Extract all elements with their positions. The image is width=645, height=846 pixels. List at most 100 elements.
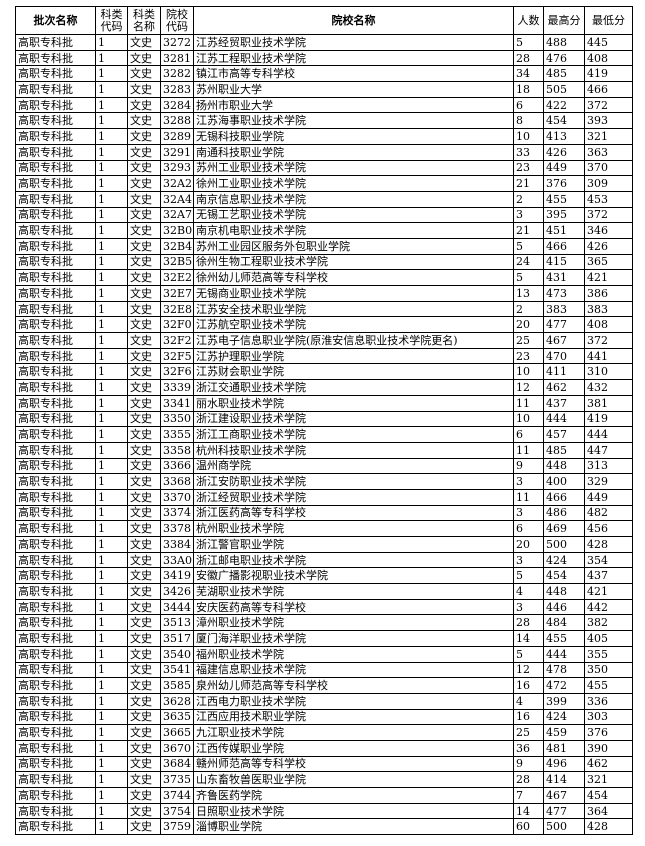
table-row: 高职专科批 1 文史 3291 南通科技职业学院 33 426 363 — [15, 143, 633, 161]
table-cell: 文史 — [127, 175, 161, 192]
table-cell: 高职专科批 — [15, 410, 96, 428]
table-cell: 文史 — [127, 771, 161, 788]
table-cell: 32B5 — [160, 253, 194, 271]
table-row: 高职专科批 1 文史 3281 江苏工程职业技术学院 28 476 408 — [15, 49, 633, 67]
table-cell: 12 — [513, 379, 544, 396]
table-cell: 1 — [95, 583, 128, 600]
table-cell: 高职专科批 — [15, 818, 96, 836]
table-cell: 386 — [584, 285, 633, 302]
table-cell: 1 — [95, 190, 128, 208]
table-cell: 355 — [584, 645, 633, 663]
table-cell: 苏州职业大学 — [193, 81, 514, 98]
table-cell: 泉州幼儿师范高等专科学校 — [193, 677, 514, 694]
table-cell: 25 — [513, 332, 544, 349]
table-cell: 313 — [584, 457, 633, 475]
table-cell: 3684 — [160, 755, 194, 773]
table-cell: 文史 — [127, 332, 161, 349]
table-cell: 高职专科批 — [15, 630, 96, 647]
table-cell: 437 — [584, 567, 633, 585]
table-row: 高职专科批 1 文史 3541 福建信息职业技术学院 12 478 350 — [15, 661, 633, 679]
table-cell: 文史 — [127, 394, 161, 412]
table-cell: 徐州生物工程职业技术学院 — [193, 253, 514, 271]
table-cell: 444 — [543, 410, 585, 428]
table-cell: 高职专科批 — [15, 285, 96, 302]
table-cell: 372 — [584, 332, 633, 349]
table-cell: 1 — [95, 661, 128, 679]
table-cell: 310 — [584, 363, 633, 381]
table-cell: 高职专科批 — [15, 441, 96, 459]
table-row: 高职专科批 1 文史 32A7 无锡工艺职业技术学院 3 395 372 — [15, 206, 633, 224]
table-cell: 文史 — [127, 159, 161, 177]
table-cell: 无锡商业职业技术学院 — [193, 285, 514, 302]
table-cell: 1 — [95, 630, 128, 647]
table-cell: 383 — [543, 300, 585, 318]
header-cell: 院校代码 — [160, 6, 194, 35]
table-row: 高职专科批 1 文史 32B4 苏州工业园区服务外包职业学院 5 466 426 — [15, 237, 633, 255]
table-cell: 453 — [584, 190, 633, 208]
table-cell: 1 — [95, 112, 128, 130]
table-cell: 九江职业技术学院 — [193, 724, 514, 741]
header-row: 批次名称 科类代码 科类名称 院校代码 院校名称 人数 最高分 最低分 — [15, 6, 633, 35]
header-cell: 人数 — [513, 6, 544, 35]
table-cell: 431 — [543, 269, 585, 286]
table-row: 高职专科批 1 文史 32F5 江苏护理职业学院 23 470 441 — [15, 347, 633, 365]
table-cell: 1 — [95, 34, 128, 51]
table-row: 高职专科批 1 文史 32A2 徐州工业职业技术学院 21 376 309 — [15, 175, 633, 192]
table-cell: 高职专科批 — [15, 206, 96, 224]
table-cell: 1 — [95, 363, 128, 381]
table-cell: 462 — [584, 755, 633, 773]
table-cell: 486 — [543, 504, 585, 522]
table-cell: 文史 — [127, 253, 161, 271]
table-cell: 无锡工艺职业技术学院 — [193, 206, 514, 224]
table-cell: 496 — [543, 755, 585, 773]
table-cell: 文史 — [127, 269, 161, 286]
table-cell: 文史 — [127, 755, 161, 773]
table-cell: 1 — [95, 253, 128, 271]
table-cell: 426 — [543, 143, 585, 161]
table-cell: 500 — [543, 536, 585, 553]
table-cell: 477 — [543, 802, 585, 820]
table-cell: 高职专科批 — [15, 316, 96, 334]
table-cell: 395 — [543, 206, 585, 224]
table-row: 高职专科批 1 文史 3284 扬州市职业大学 6 422 372 — [15, 96, 633, 114]
table-cell: 江苏护理职业学院 — [193, 347, 514, 365]
table-cell: 424 — [543, 708, 585, 726]
table-cell: 400 — [543, 473, 585, 490]
table-cell: 徐州工业职业技术学院 — [193, 175, 514, 192]
table-cell: 428 — [584, 536, 633, 553]
table-cell: 1 — [95, 269, 128, 286]
table-cell: 3517 — [160, 630, 194, 647]
table-cell: 2 — [513, 190, 544, 208]
table-cell: 1 — [95, 473, 128, 490]
table-cell: 467 — [543, 787, 585, 804]
table-cell: 3759 — [160, 818, 194, 836]
table-cell: 399 — [543, 692, 585, 710]
table-cell: 1 — [95, 457, 128, 475]
table-cell: 11 — [513, 394, 544, 412]
table-cell: 8 — [513, 112, 544, 130]
table-cell: 6 — [513, 426, 544, 443]
table-cell: 苏州工业园区服务外包职业学院 — [193, 237, 514, 255]
table-cell: 3754 — [160, 802, 194, 820]
table-cell: 466 — [543, 237, 585, 255]
table-cell: 1 — [95, 426, 128, 443]
table-cell: 13 — [513, 285, 544, 302]
table-cell: 文史 — [127, 787, 161, 804]
table-cell: 高职专科批 — [15, 739, 96, 757]
table-cell: 1 — [95, 818, 128, 836]
table-cell: 3 — [513, 473, 544, 490]
table-cell: 高职专科批 — [15, 551, 96, 569]
table-cell: 高职专科批 — [15, 488, 96, 506]
table-cell: 2 — [513, 300, 544, 318]
table-cell: 文史 — [127, 645, 161, 663]
table-cell: 3744 — [160, 787, 194, 804]
table-cell: 3368 — [160, 473, 194, 490]
table-cell: 408 — [584, 49, 633, 67]
table-cell: 376 — [584, 724, 633, 741]
table-cell: 1 — [95, 755, 128, 773]
table-cell: 476 — [543, 49, 585, 67]
table-cell: 高职专科批 — [15, 755, 96, 773]
table-cell: 411 — [543, 363, 585, 381]
table-cell: 安庆医药高等专科学校 — [193, 598, 514, 616]
table-cell: 20 — [513, 536, 544, 553]
